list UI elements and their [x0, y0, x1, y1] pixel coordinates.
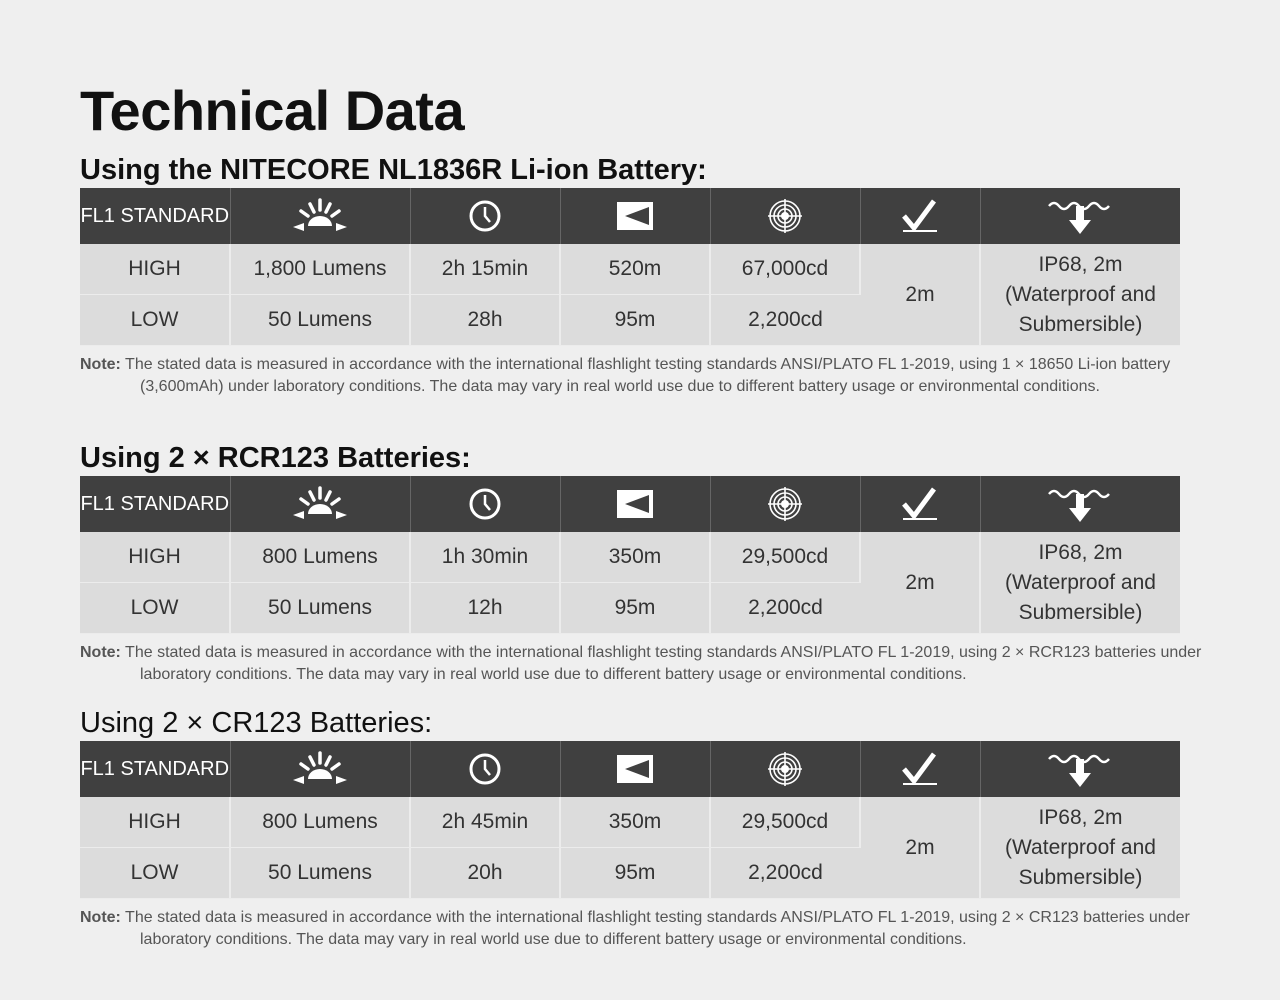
intensity-cell: 29,500cd: [710, 532, 861, 583]
runtime-clock-icon: [410, 741, 561, 797]
page-title: Technical Data: [80, 79, 465, 142]
distance-cell: 95m: [560, 847, 711, 899]
impact-resistance-icon: [860, 741, 981, 797]
impact-resistance-icon: [860, 188, 981, 244]
spec-section: Using 2 × RCR123 Batteries: FL1 STANDARD…: [80, 440, 1201, 685]
note: Note: The stated data is measured in acc…: [80, 642, 1230, 685]
mode-cell: HIGH: [80, 797, 231, 848]
runtime-cell: 20h: [410, 847, 561, 899]
mode-cell: LOW: [80, 847, 231, 899]
spec-table: FL1 STANDARD HIGH 1,800 Lumens 2h 15min …: [80, 188, 1180, 346]
runtime-cell: 2h 45min: [410, 797, 561, 848]
runtime-cell: 1h 30min: [410, 532, 561, 583]
spec-table: FL1 STANDARD HIGH 800 Lumens 1h 30min 35…: [80, 476, 1180, 634]
spec-table: FL1 STANDARD HIGH 800 Lumens 2h 45min 35…: [80, 741, 1180, 899]
table-header-row: FL1 STANDARD: [80, 741, 1180, 797]
fl1-standard-label: FL1 STANDARD: [80, 188, 231, 244]
fl1-standard-label: FL1 STANDARD: [80, 741, 231, 797]
runtime-cell: 2h 15min: [410, 244, 561, 295]
distance-cell: 350m: [560, 797, 711, 848]
output-cell: 800 Lumens: [230, 532, 411, 583]
runtime-cell: 28h: [410, 294, 561, 346]
intensity-cell: 2,200cd: [710, 582, 860, 634]
distance-cell: 350m: [560, 532, 711, 583]
table-row: LOW 50 Lumens 28h 95m 2,200cd: [80, 294, 1180, 346]
note-text: The stated data is measured in accordanc…: [125, 644, 1202, 683]
mode-cell: LOW: [80, 582, 231, 634]
impact-resistance-icon: [860, 476, 981, 532]
impact-cell: 2m: [860, 797, 981, 899]
brightness-icon: [230, 188, 411, 244]
brightness-icon: [230, 476, 411, 532]
waterproof-cell: IP68, 2m (Waterproof and Submersible): [980, 532, 1180, 634]
note-label: Note:: [80, 644, 121, 661]
intensity-cell: 67,000cd: [710, 244, 861, 295]
table-row: HIGH 800 Lumens 1h 30min 350m 29,500cd 2…: [80, 532, 1180, 634]
beam-distance-icon: [560, 476, 711, 532]
mode-cell: HIGH: [80, 532, 231, 583]
spec-section: Using the NITECORE NL1836R Li-ion Batter…: [80, 152, 1180, 397]
table-row: LOW 50 Lumens 20h 95m 2,200cd: [80, 847, 1180, 899]
output-cell: 50 Lumens: [230, 294, 411, 346]
intensity-cell: 29,500cd: [710, 797, 861, 848]
mode-cell: HIGH: [80, 244, 231, 295]
peak-intensity-icon: [710, 476, 861, 532]
waterproof-icon: [980, 476, 1180, 532]
table-row: HIGH 800 Lumens 2h 45min 350m 29,500cd 2…: [80, 797, 1180, 899]
section-heading: Using 2 × RCR123 Batteries:: [80, 442, 471, 474]
output-cell: 50 Lumens: [230, 582, 411, 634]
output-cell: 50 Lumens: [230, 847, 411, 899]
note-text: The stated data is measured in accordanc…: [125, 356, 1171, 395]
note-text: The stated data is measured in accordanc…: [125, 909, 1190, 948]
impact-cell: 2m: [860, 244, 981, 346]
beam-distance-icon: [560, 741, 711, 797]
intensity-cell: 2,200cd: [710, 294, 860, 346]
section-heading: Using 2 × CR123 Batteries:: [80, 707, 433, 739]
intensity-cell: 2,200cd: [710, 847, 860, 899]
table-header-row: FL1 STANDARD: [80, 476, 1180, 532]
waterproof-cell: IP68, 2m (Waterproof and Submersible): [980, 797, 1180, 899]
runtime-cell: 12h: [410, 582, 561, 634]
runtime-clock-icon: [410, 188, 561, 244]
note-label: Note:: [80, 909, 121, 926]
runtime-clock-icon: [410, 476, 561, 532]
peak-intensity-icon: [710, 188, 861, 244]
table-header-row: FL1 STANDARD: [80, 188, 1180, 244]
mode-cell: LOW: [80, 294, 231, 346]
output-cell: 1,800 Lumens: [230, 244, 411, 295]
impact-cell: 2m: [860, 532, 981, 634]
brightness-icon: [230, 741, 411, 797]
fl1-standard-label: FL1 STANDARD: [80, 476, 231, 532]
spec-section: Using 2 × CR123 Batteries: FL1 STANDARD …: [80, 705, 1190, 950]
distance-cell: 95m: [560, 294, 711, 346]
table-row: HIGH 1,800 Lumens 2h 15min 520m 67,000cd…: [80, 244, 1180, 346]
waterproof-cell: IP68, 2m (Waterproof and Submersible): [980, 244, 1180, 346]
waterproof-icon: [980, 741, 1180, 797]
peak-intensity-icon: [710, 741, 861, 797]
distance-cell: 520m: [560, 244, 711, 295]
section-heading: Using the NITECORE NL1836R Li-ion Batter…: [80, 154, 707, 186]
beam-distance-icon: [560, 188, 711, 244]
note: Note: The stated data is measured in acc…: [80, 907, 1230, 950]
output-cell: 800 Lumens: [230, 797, 411, 848]
note: Note: The stated data is measured in acc…: [80, 354, 1230, 397]
waterproof-icon: [980, 188, 1180, 244]
distance-cell: 95m: [560, 582, 711, 634]
note-label: Note:: [80, 356, 121, 373]
table-row: LOW 50 Lumens 12h 95m 2,200cd: [80, 582, 1180, 634]
